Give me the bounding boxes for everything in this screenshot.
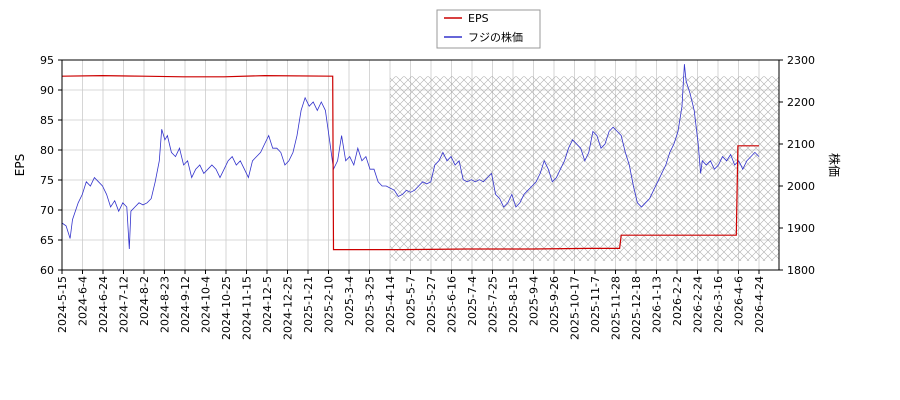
x-tick-label: 2024-11-15 <box>241 276 254 340</box>
left-tick-label: 85 <box>40 114 54 127</box>
x-tick-label: 2024-8-23 <box>159 276 172 333</box>
price-series-line <box>62 64 760 250</box>
x-tick-label: 2024-6-24 <box>97 276 110 333</box>
x-tick-label: 2024-12-25 <box>282 276 295 340</box>
left-axis-label: EPS <box>13 154 27 176</box>
x-tick-label: 2026-1-13 <box>651 276 664 333</box>
left-tick-label: 65 <box>40 234 54 247</box>
x-axis: 2024-5-15 2024-6-4 2024-6-24 2024-7-12 2024-… <box>56 270 766 340</box>
x-tick-label: 2025-1-21 <box>302 276 315 333</box>
x-tick-label: 2025-3-25 <box>364 276 377 333</box>
x-tick-label: 2024-8-2 <box>138 276 151 326</box>
left-tick-label: 60 <box>40 264 54 277</box>
x-tick-label: 2024-12-5 <box>261 276 274 333</box>
x-tick-label: 2026-2-24 <box>692 276 705 333</box>
right-tick-label: 1900 <box>787 222 815 235</box>
x-tick-label: 2026-2-2 <box>671 276 684 326</box>
x-tick-label: 2025-7-4 <box>466 276 479 326</box>
right-tick-label: 2300 <box>787 54 815 67</box>
x-tick-label: 2025-2-10 <box>323 276 336 333</box>
x-tick-label: 2026-3-16 <box>712 276 725 333</box>
x-tick-label: 2025-10-17 <box>569 276 582 340</box>
x-tick-label: 2025-9-26 <box>548 276 561 333</box>
left-tick-label: 80 <box>40 144 54 157</box>
legend-price-label: フジの株価 <box>468 30 523 44</box>
x-tick-label: 2025-12-18 <box>630 276 643 340</box>
right-tick-label: 2000 <box>787 180 815 193</box>
right-tick-label: 1800 <box>787 264 815 277</box>
x-tick-label: 2026-4-24 <box>753 276 766 333</box>
left-tick-label: 95 <box>40 54 54 67</box>
x-tick-label: 2024-5-15 <box>56 276 69 333</box>
right-tick-label: 2100 <box>787 138 815 151</box>
left-tick-label: 75 <box>40 174 54 187</box>
x-tick-label: 2024-7-12 <box>118 276 131 333</box>
x-tick-label: 2026-4-6 <box>733 276 746 326</box>
right-axis: 1800 1900 2000 2100 2200 2300 <box>779 54 815 277</box>
x-tick-label: 2025-5-27 <box>425 276 438 333</box>
plot-frame <box>61 59 780 271</box>
x-tick-label: 2024-10-25 <box>220 276 233 340</box>
x-tick-label: 2025-4-14 <box>384 276 397 333</box>
x-tick-label: 2024-10-4 <box>200 276 213 333</box>
x-tick-label: 2025-11-7 <box>589 276 602 333</box>
left-tick-label: 70 <box>40 204 54 217</box>
x-tick-label: 2025-9-4 <box>528 276 541 326</box>
legend-eps-label: EPS <box>468 12 489 25</box>
x-tick-label: 2025-7-25 <box>487 276 500 333</box>
legend-box <box>436 9 541 49</box>
right-axis-label: 株価 <box>827 153 842 177</box>
right-tick-label: 2200 <box>787 96 815 109</box>
x-tick-label: 2025-5-7 <box>405 276 418 326</box>
eps-series-line <box>62 74 759 251</box>
x-tick-label: 2025-3-4 <box>343 276 356 326</box>
legend: EPS フジの株価 <box>436 9 541 49</box>
left-tick-label: 90 <box>40 84 54 97</box>
x-tick-label: 2025-6-16 <box>446 276 459 333</box>
x-tick-label: 2024-6-4 <box>77 276 90 326</box>
x-tick-label: 2025-11-28 <box>610 276 623 340</box>
x-tick-label: 2025-8-15 <box>507 276 520 333</box>
x-tick-label: 2024-9-12 <box>179 276 192 333</box>
hatched-region <box>390 76 779 261</box>
left-axis: 60 65 70 75 80 85 90 95 <box>40 54 62 277</box>
